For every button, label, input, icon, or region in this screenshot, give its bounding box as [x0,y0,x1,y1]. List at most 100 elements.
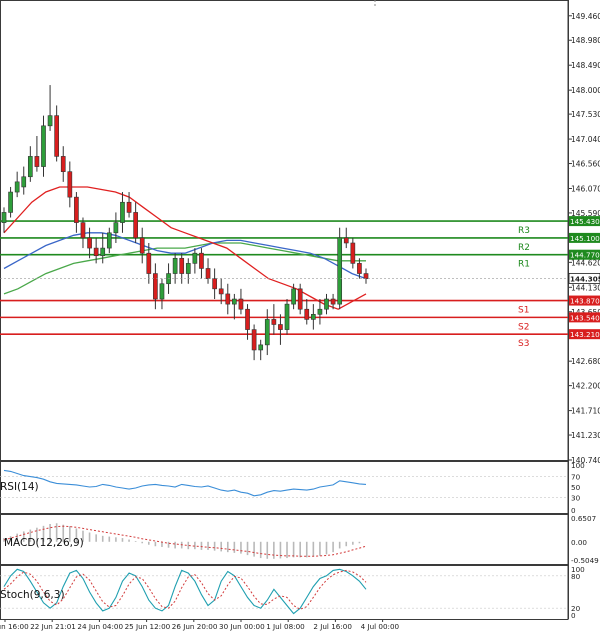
level-price-label: 143.540 [570,313,600,322]
candle-body [238,298,244,310]
candle-body [245,308,250,330]
time-tick-label: 2 Jul 16:00 [313,622,352,631]
current-price-box [568,272,600,284]
price-tick-label: 140.740 [571,456,600,465]
time-tick-label: 1 Jul 08:00 [266,622,305,631]
candle-body [47,115,53,127]
candle-body [133,212,138,239]
candle-body [179,257,185,274]
candle-body [343,237,349,244]
candle-body [60,156,66,172]
candle-body [311,314,316,320]
candle-body [41,125,46,167]
price-tick-label: 145.590 [571,209,600,218]
candle-body [192,252,198,264]
rsi-tick-label: 100 [571,461,585,470]
candle-body [153,273,158,300]
price-tick-label: 149.460 [571,12,600,21]
candle-body [284,303,290,330]
price-tick-label: 148.980 [571,36,600,45]
macd-title: MACD(12,26,9) [4,537,84,549]
stoch-main-line [3,568,367,615]
candle-body [14,181,20,193]
price-tick-label: 141.230 [571,431,600,440]
candle-body [67,171,73,198]
candle-body [34,156,40,167]
candle-body [232,298,237,305]
level-price-label: 144.770 [570,251,600,260]
level-name-s2: S2 [518,322,529,332]
price-tick-label: 141.710 [571,407,600,416]
candle-body [139,237,145,254]
candle-body [80,222,86,239]
stoch-signal-line [3,569,367,610]
ma-fast-line [3,186,367,310]
candle-body [199,252,204,269]
price-tick-label: 148.000 [571,86,600,95]
candle-body [8,191,13,213]
macd-signal-line [3,525,367,557]
candle-body [350,242,356,264]
price-tick-label: 144.130 [571,283,600,292]
rsi-line [3,469,367,497]
price-tick-label: 147.040 [571,135,600,144]
candle-body [21,176,27,188]
candle-body [159,283,165,300]
candle-body [278,324,283,330]
candle-body [146,252,152,274]
candle-body [363,273,369,279]
level-price-box [569,216,600,227]
candle-body [304,308,310,320]
ma-slow-line [3,242,366,295]
candle-body [330,298,336,305]
candle-body [218,288,224,295]
level-price-label: 145.430 [570,217,600,226]
level-price-box [569,295,600,306]
price-tick-label: 143.650 [571,308,600,317]
level-price-label: 143.210 [570,330,600,339]
level-name-s1: S1 [518,306,529,316]
time-tick-label: 21 Jun 16:00 [0,622,29,631]
candle-body [291,288,296,305]
candle-body [317,308,323,315]
time-tick-label: 26 Jun 20:00 [172,622,218,631]
candle-body [337,237,343,305]
candle-body [225,293,231,305]
time-tick-label: 22 Jun 21:01 [30,622,76,631]
level-price-box [569,249,600,260]
time-tick-label: 30 Jun 00:00 [219,622,265,631]
candle-body [113,222,119,234]
level-price-box [569,329,600,340]
candle-body [251,329,257,351]
candle-body [172,257,178,274]
level-name-r2: R2 [518,243,530,253]
level-name-r3: R3 [518,226,530,236]
rsi-tick-label: 50 [571,483,581,492]
candle-body [264,319,270,346]
current-price-label: 144.305 [570,274,600,283]
stoch-tick-label: 20 [571,604,581,613]
candle-body [87,237,92,249]
price-tick-label: 142.680 [571,357,600,366]
stoch-tick-label: 80 [571,572,581,581]
level-price-label: 143.870 [570,297,600,306]
candle-body [120,201,125,223]
candle-body [27,156,33,178]
time-tick-label: 4 Jul 00:00 [361,622,400,631]
candle-body [357,263,362,274]
candle-body [297,288,303,310]
time-tick-label: 25 Jun 12:00 [125,622,171,631]
price-tick-label: 147.530 [571,110,600,119]
ma-mid-line [3,232,367,280]
price-tick-label: 146.070 [571,184,600,193]
candle-body [205,268,211,279]
candle-body [212,278,217,290]
level-price-box [569,232,600,243]
rsi-title: RSI(14) [0,481,39,493]
macd-tick-label: 0.6507 [571,514,596,523]
price-tick-label: 142.200 [571,382,600,391]
candle-body [100,247,106,257]
price-tick-label: 148.490 [571,61,600,70]
candle-body [185,263,191,274]
